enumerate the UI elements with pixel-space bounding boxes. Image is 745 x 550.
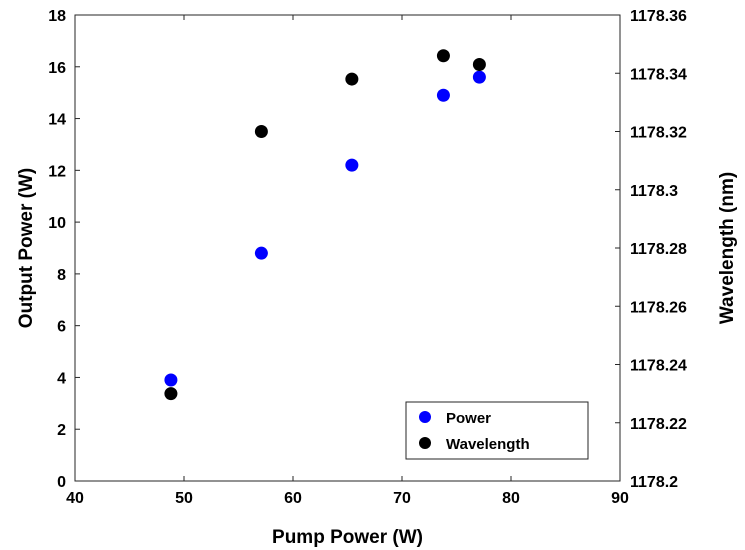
y2-tick-label: 1178.24 <box>630 358 687 375</box>
x-axis-label: Pump Power (W) <box>272 527 423 548</box>
x-tick-label: 70 <box>393 490 411 507</box>
y-tick-label: 6 <box>57 319 66 336</box>
y-tick-label: 14 <box>48 112 66 129</box>
y-tick-label: 0 <box>57 474 66 491</box>
y2-tick-label: 1178.22 <box>630 416 687 433</box>
y2-tick-label: 1178.36 <box>630 8 687 25</box>
x-tick-label: 50 <box>175 490 193 507</box>
x-tick-label: 40 <box>66 490 84 507</box>
x-tick-label: 60 <box>284 490 302 507</box>
wavelength-point <box>345 72 359 86</box>
legend-marker-wavelength <box>419 437 431 449</box>
x-tick-label: 80 <box>502 490 520 507</box>
y2-tick-label: 1178.34 <box>630 66 687 83</box>
wavelength-point <box>164 387 178 401</box>
y2-tick-label: 1178.3 <box>630 183 678 200</box>
y-tick-label: 8 <box>57 267 66 284</box>
y-tick-label: 16 <box>48 60 66 77</box>
y-tick-label: 12 <box>48 163 66 180</box>
power-point <box>436 88 450 102</box>
x-tick-label: 90 <box>611 490 629 507</box>
power-point <box>254 246 268 260</box>
legend-label-power: Power <box>446 410 491 427</box>
wavelength-point <box>472 58 486 72</box>
y-tick-label: 4 <box>57 370 66 387</box>
y2-axis-label: Wavelength (nm) <box>717 172 738 324</box>
plot-area-frame <box>74 14 621 482</box>
y-tick-label: 18 <box>48 8 66 25</box>
y2-tick-label: 1178.2 <box>630 474 678 491</box>
points-layer <box>164 49 486 401</box>
wavelength-point <box>436 49 450 63</box>
y2-tick-label: 1178.32 <box>630 125 687 142</box>
wavelength-point <box>254 125 268 138</box>
y2-tick-label: 1178.28 <box>630 241 687 258</box>
power-point <box>164 373 178 387</box>
legend-label-wavelength: Wavelength <box>446 436 530 453</box>
y-axis-label: Output Power (W) <box>16 168 37 328</box>
y-tick-label: 2 <box>57 422 66 439</box>
power-point <box>345 158 359 172</box>
ticks-layer: 40 50 60 70 80 90 0 2 4 6 8 10 12 14 16 18 1178.2 1178.22… <box>48 8 687 507</box>
power-point <box>472 70 486 84</box>
y-tick-label: 10 <box>48 215 66 232</box>
legend: Power Wavelength <box>405 401 589 460</box>
y2-tick-label: 1178.26 <box>630 299 687 316</box>
legend-box <box>405 401 589 460</box>
legend-marker-power <box>419 411 431 423</box>
